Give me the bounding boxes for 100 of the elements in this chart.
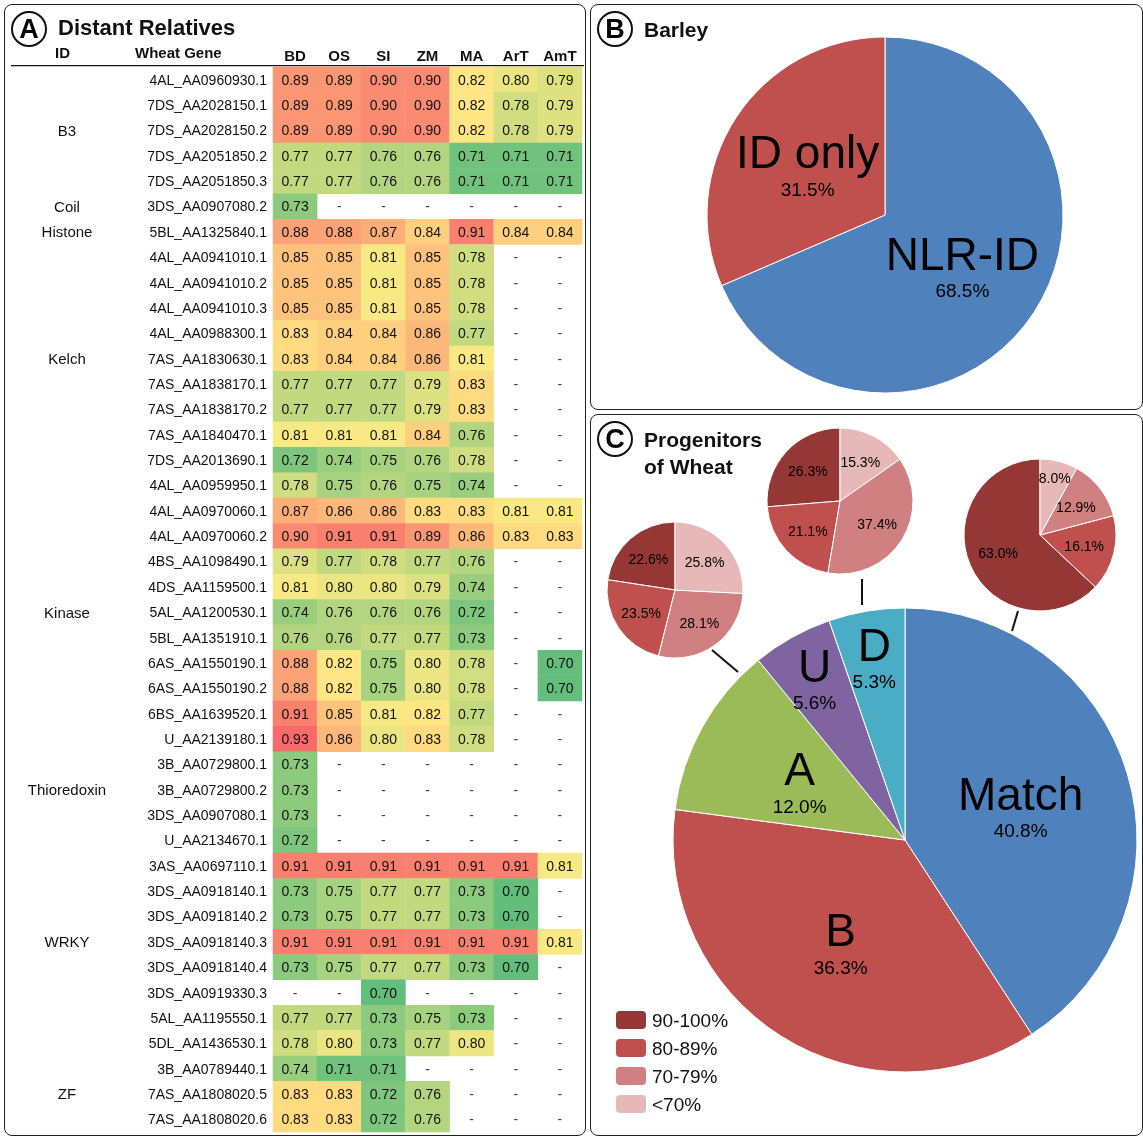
data-label: 0.84 [369, 350, 398, 367]
data-label: 0.77 [369, 883, 398, 900]
data-label: 0.80 [413, 654, 442, 671]
data-label: 0.86 [413, 350, 442, 367]
y2-tick-label: Thioredoxin [27, 781, 107, 799]
data-label: 23.5% [621, 604, 661, 621]
data-label: 0.90 [369, 97, 398, 114]
data-label: 0.90 [413, 71, 442, 88]
y-tick-label: U_AA2134670.1 [164, 832, 268, 849]
data-label: 0.76 [325, 629, 354, 646]
data-label: 0.79 [413, 375, 442, 392]
text: - [557, 629, 563, 646]
data-label: 0.73 [369, 1009, 398, 1026]
text: - [469, 1111, 474, 1128]
y-tick-label: 7DS_AA2051850.2 [147, 147, 268, 164]
y-tick-label: 3B_AA0729800.1 [157, 756, 268, 773]
data-label: 0.76 [413, 604, 442, 621]
data-label: 0.84 [546, 223, 574, 240]
text: - [336, 984, 342, 1001]
x-tick-label: OS [328, 47, 351, 64]
data-label: 0.90 [369, 122, 398, 139]
data-label: 0.78 [458, 654, 486, 671]
data-label: 0.91 [413, 933, 442, 950]
text: - [557, 807, 563, 824]
data-label: 0.77 [413, 959, 442, 976]
text: - [469, 1085, 474, 1102]
data-label: 0.81 [458, 350, 486, 367]
data-label: 0.83 [458, 375, 486, 392]
text: - [557, 350, 563, 367]
data-label: 0.73 [281, 756, 309, 773]
chart-title: Distant Relatives [58, 14, 236, 40]
data-label: 0.70 [546, 680, 574, 697]
data-label: 0.83 [325, 1111, 354, 1128]
y-tick-label: 3B_AA0729800.2 [157, 781, 268, 798]
text: - [513, 629, 519, 646]
text: - [381, 198, 386, 215]
y-tick-label: 5AL_AA1200530.1 [149, 604, 268, 621]
data-label: 0.75 [369, 452, 398, 469]
x-tick-label: ArT [502, 47, 529, 64]
text: - [513, 730, 519, 747]
data-label: 0.77 [369, 629, 398, 646]
y-axis-title: Wheat Gene [135, 44, 222, 61]
data-label: 0.81 [369, 426, 398, 443]
data-label: 0.75 [369, 680, 398, 697]
data-label: 0.70 [369, 984, 398, 1001]
data-label: 0.71 [546, 173, 574, 190]
text: - [557, 1085, 563, 1102]
data-label: 0.74 [458, 477, 486, 494]
data-label: 0.89 [325, 97, 354, 114]
data-label: 0.88 [281, 223, 309, 240]
slice-label: B [825, 904, 857, 957]
data-label: 0.83 [281, 1111, 309, 1128]
data-label: 0.81 [546, 502, 574, 519]
data-label: 16.1% [1064, 538, 1105, 555]
data-label: 0.77 [413, 908, 442, 925]
y-tick-label: 5BL_AA1351910.1 [149, 629, 268, 646]
data-label: 0.77 [325, 147, 354, 164]
data-label: 0.75 [325, 959, 354, 976]
data-label: 0.77 [281, 173, 309, 190]
data-label: 0.80 [502, 71, 530, 88]
text: - [469, 1060, 474, 1077]
text: - [513, 325, 519, 342]
y-tick-label: 4AL_AA0960930.1 [149, 71, 268, 88]
slice-label: Match [958, 767, 1084, 820]
data-label: 0.91 [281, 857, 309, 874]
y-tick-label: 6AS_AA1550190.1 [147, 654, 268, 671]
text: - [513, 477, 519, 494]
text: - [557, 249, 563, 266]
text: A [11, 11, 47, 47]
data-label: 0.73 [458, 908, 486, 925]
data-label: 0.81 [502, 502, 530, 519]
data-label: 0.91 [413, 857, 442, 874]
y2-tick-label: Kinase [44, 603, 90, 621]
text: - [513, 756, 519, 773]
data-label: 0.77 [413, 553, 442, 570]
text: - [557, 401, 563, 418]
y-tick-label: 7DS_AA2028150.1 [147, 97, 268, 114]
data-label: 0.93 [281, 730, 309, 747]
data-label: 0.81 [281, 426, 309, 443]
data-label: 0.76 [458, 426, 486, 443]
y-tick-label: 7AS_AA1838170.1 [147, 375, 268, 392]
text: - [557, 325, 563, 342]
data-label: 0.77 [325, 375, 354, 392]
data-label: 0.76 [369, 147, 398, 164]
data-label: 0.77 [281, 375, 309, 392]
data-label: 0.81 [546, 933, 574, 950]
data-label: 0.83 [458, 502, 486, 519]
text: - [513, 1111, 519, 1128]
text: - [513, 198, 519, 215]
data-label: 0.77 [325, 401, 354, 418]
text: - [557, 578, 563, 595]
data-label: 0.77 [369, 375, 398, 392]
data-label: 68.5% [935, 280, 990, 302]
text: - [513, 1035, 519, 1052]
text: - [557, 274, 563, 291]
data-label: 0.83 [325, 1085, 354, 1102]
text: - [513, 274, 519, 291]
data-label: 0.83 [502, 528, 530, 545]
data-label: 0.76 [413, 1111, 442, 1128]
y-tick-label: 4AL_AA0970060.2 [149, 528, 268, 545]
